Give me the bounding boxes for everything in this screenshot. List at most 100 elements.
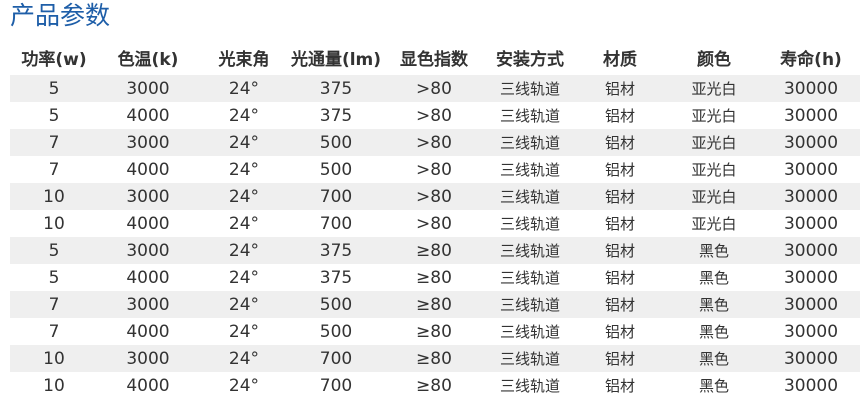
table-cell: 30000 xyxy=(783,294,839,315)
table-cell: 亚光白 xyxy=(691,215,737,233)
table-row: 10 3000 24° 700 >80 三线轨道 铝材 亚光白 30000 xyxy=(10,183,860,210)
table-cell: 24° xyxy=(228,348,260,369)
table-cell: 黑色 xyxy=(698,323,729,341)
column-header: 功率(w) xyxy=(21,49,87,70)
table-cell: 24° xyxy=(228,213,260,234)
table-cell: 700 xyxy=(319,213,353,234)
table-cell: 7 xyxy=(48,132,60,153)
table-cell: 30000 xyxy=(783,348,839,369)
table-cell: 30000 xyxy=(783,240,839,261)
table-cell: 三线轨道 xyxy=(499,377,560,395)
table-cell: 5 xyxy=(48,267,60,288)
table-cell: 三线轨道 xyxy=(499,80,560,98)
column-header: 材质 xyxy=(603,49,637,70)
table-cell: 4000 xyxy=(126,213,170,234)
table-cell: 三线轨道 xyxy=(499,242,560,260)
table-header: 功率(w) 色温(k) 光束角 光通量(lm) 显色指数 安装方式 材质 颜色 寿命(h) xyxy=(10,42,860,72)
table-cell: 3000 xyxy=(126,294,170,315)
table-cell: >80 xyxy=(416,186,452,207)
table-cell: 375 xyxy=(319,267,353,288)
table-cell: 亚光白 xyxy=(691,161,737,179)
table-cell: 375 xyxy=(319,105,353,126)
table-cell: 3000 xyxy=(126,348,170,369)
table-cell: 7 xyxy=(48,159,60,180)
table-cell: 7 xyxy=(48,321,60,342)
table-cell: 700 xyxy=(319,348,353,369)
table-cell: 3000 xyxy=(126,186,170,207)
column-header: 寿命(h) xyxy=(780,49,842,70)
table-cell: 黑色 xyxy=(698,350,729,368)
table-cell: ≥80 xyxy=(416,267,452,288)
table-cell: 7 xyxy=(48,294,60,315)
table-cell: 黑色 xyxy=(698,269,729,287)
table-cell: 4000 xyxy=(126,267,170,288)
column-header: 安装方式 xyxy=(496,49,564,70)
table-cell: >80 xyxy=(416,213,452,234)
table-cell: >80 xyxy=(416,105,452,126)
table-row: 10 4000 24° 700 >80 三线轨道 铝材 亚光白 30000 xyxy=(10,210,860,237)
table-cell: 5 xyxy=(48,105,60,126)
table-cell: ≥80 xyxy=(416,375,452,396)
table-cell: 三线轨道 xyxy=(499,269,560,287)
table-cell: 375 xyxy=(319,78,353,99)
table-cell: >80 xyxy=(416,132,452,153)
table-cell: 4000 xyxy=(126,321,170,342)
table-cell: 铝材 xyxy=(604,161,635,179)
table-cell: 黑色 xyxy=(698,377,729,395)
table-cell: ≥80 xyxy=(416,294,452,315)
table-cell: 三线轨道 xyxy=(499,107,560,125)
table-cell: 铝材 xyxy=(604,134,635,152)
table-row: 7 3000 24° 500 ≥80 三线轨道 铝材 黑色 30000 xyxy=(10,291,860,318)
column-header: 色温(k) xyxy=(117,49,179,70)
table-cell: 24° xyxy=(228,267,260,288)
table-cell: 亚光白 xyxy=(691,188,737,206)
table-cell: 24° xyxy=(228,159,260,180)
table-cell: 24° xyxy=(228,132,260,153)
table-cell: 24° xyxy=(228,105,260,126)
table-cell: 30000 xyxy=(783,213,839,234)
table-row: 7 4000 24° 500 >80 三线轨道 铝材 亚光白 30000 xyxy=(10,156,860,183)
table-cell: 黑色 xyxy=(698,296,729,314)
product-spec-table: 功率(w) 色温(k) 光束角 光通量(lm) 显色指数 安装方式 材质 颜色 寿命(h) 5 3… xyxy=(10,42,860,399)
table-cell: 三线轨道 xyxy=(499,215,560,233)
table-cell: 30000 xyxy=(783,186,839,207)
table-cell: 铝材 xyxy=(604,350,635,368)
column-header: 显色指数 xyxy=(400,49,468,70)
table-cell: 30000 xyxy=(783,78,839,99)
table-row: 10 3000 24° 700 ≥80 三线轨道 铝材 黑色 30000 xyxy=(10,345,860,372)
table-cell: ≥80 xyxy=(416,348,452,369)
table-cell: 375 xyxy=(319,240,353,261)
table-cell: 3000 xyxy=(126,240,170,261)
table-cell: 三线轨道 xyxy=(499,350,560,368)
table-cell: 10 xyxy=(43,348,65,369)
table-cell: 30000 xyxy=(783,321,839,342)
table-cell: 铝材 xyxy=(604,377,635,395)
table-cell: 三线轨道 xyxy=(499,188,560,206)
table-row: 7 4000 24° 500 ≥80 三线轨道 铝材 黑色 30000 xyxy=(10,318,860,345)
table-cell: 三线轨道 xyxy=(499,161,560,179)
table-cell: 30000 xyxy=(783,375,839,396)
table-cell: 24° xyxy=(228,78,260,99)
table-cell: 30000 xyxy=(783,132,839,153)
table-cell: 500 xyxy=(319,132,353,153)
column-header: 光通量(lm) xyxy=(290,49,382,70)
table-cell: 500 xyxy=(319,321,353,342)
table-cell: >80 xyxy=(416,78,452,99)
table-cell: 500 xyxy=(319,294,353,315)
table-cell: 5 xyxy=(48,240,60,261)
table-row: 7 3000 24° 500 >80 三线轨道 铝材 亚光白 30000 xyxy=(10,129,860,156)
table-cell: 4000 xyxy=(126,159,170,180)
table-cell: 24° xyxy=(228,375,260,396)
table-cell: ≥80 xyxy=(416,321,452,342)
table-cell: 3000 xyxy=(126,78,170,99)
table-cell: 铝材 xyxy=(604,296,635,314)
table-cell: 24° xyxy=(228,240,260,261)
table-cell: 500 xyxy=(319,159,353,180)
table-cell: 黑色 xyxy=(698,242,729,260)
table-cell: 铝材 xyxy=(604,80,635,98)
table-row: 5 4000 24° 375 >80 三线轨道 铝材 亚光白 30000 xyxy=(10,102,860,129)
column-header: 颜色 xyxy=(697,49,731,70)
table-cell: 4000 xyxy=(126,375,170,396)
table-cell: 三线轨道 xyxy=(499,323,560,341)
table-cell: 10 xyxy=(43,186,65,207)
